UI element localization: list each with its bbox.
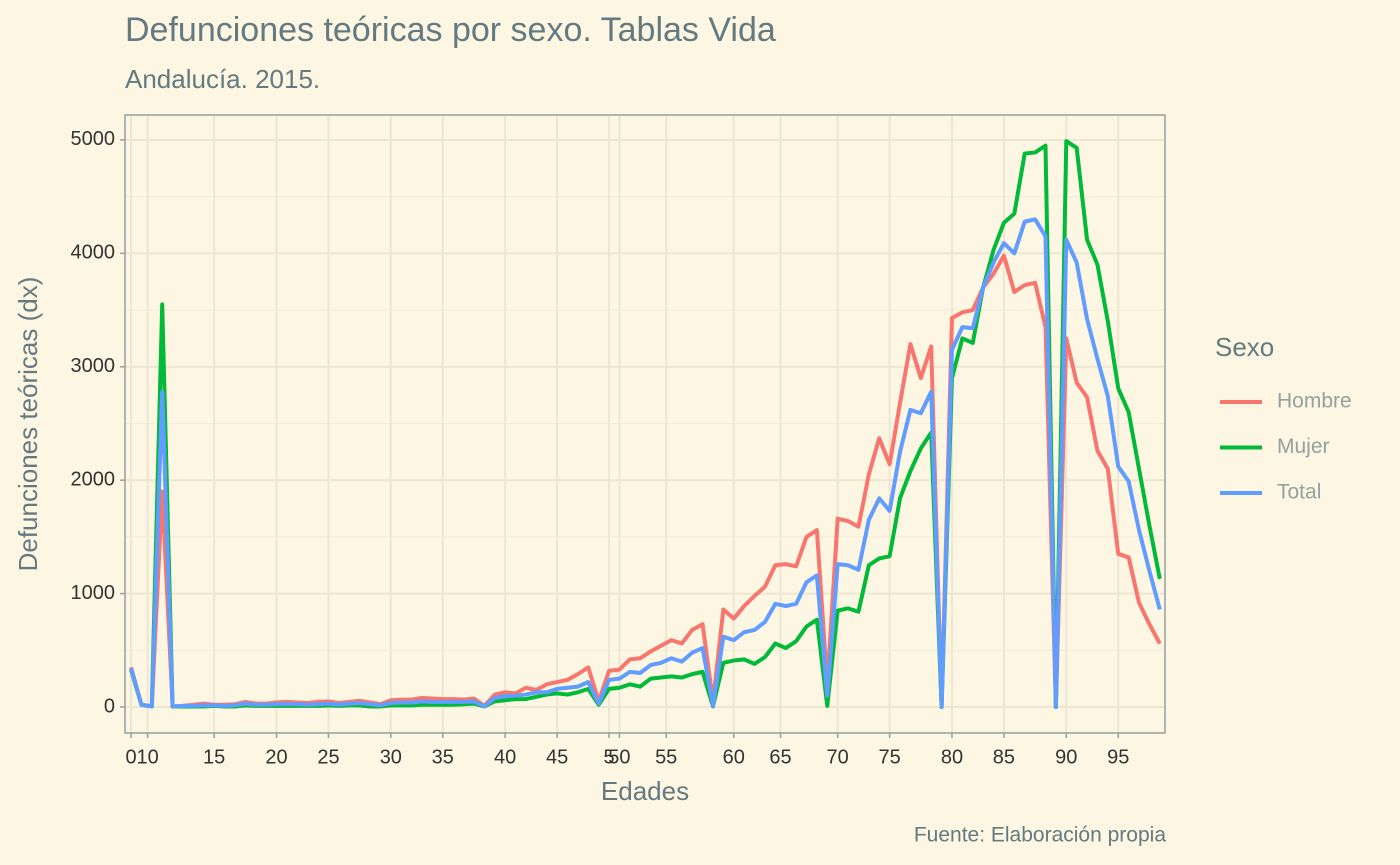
y-tick-label: 4000 [71, 242, 116, 264]
x-tick-label: 0 [125, 746, 136, 768]
x-tick-label: 45 [546, 746, 568, 768]
x-tick-label: 90 [1055, 746, 1077, 768]
x-tick-label: 50 [608, 746, 630, 768]
x-tick-label: 25 [317, 746, 339, 768]
y-axis-label: Defunciones teóricas (dx) [13, 277, 43, 572]
y-tick-label: 5000 [71, 128, 116, 150]
chart-subtitle: Andalucía. 2015. [125, 64, 320, 94]
x-tick-label: 70 [827, 746, 849, 768]
x-tick-label: 5 [603, 746, 614, 768]
panel-border [124, 114, 1166, 734]
x-tick-label: 95 [1107, 746, 1129, 768]
x-tick-label: 40 [494, 746, 516, 768]
legend-label: Mujer [1277, 435, 1330, 458]
x-tick-label: 75 [878, 746, 900, 768]
x-tick-label: 20 [265, 746, 287, 768]
x-tick-label: 55 [655, 746, 677, 768]
legend-title: Sexo [1215, 332, 1274, 362]
y-tick-label: 3000 [71, 355, 116, 377]
y-tick-label: 1000 [71, 582, 116, 604]
legend-label: Hombre [1277, 390, 1352, 413]
x-tick-label: 60 [723, 746, 745, 768]
x-tick-label: 80 [941, 746, 963, 768]
x-tick-label: 30 [380, 746, 402, 768]
x-tick-label: 85 [993, 746, 1015, 768]
x-axis-label: Edades [601, 776, 689, 806]
y-tick-label: 2000 [71, 468, 116, 490]
caption: Fuente: Elaboración propia [914, 824, 1166, 847]
chart-title: Defunciones teóricas por sexo. Tablas Vi… [125, 11, 776, 49]
x-tick-label: 35 [432, 746, 454, 768]
x-tick-label: 15 [203, 746, 225, 768]
x-tick-label: 10 [137, 746, 159, 768]
line-series [129, 217, 1162, 710]
x-tick-label: 65 [769, 746, 791, 768]
y-tick-label: 0 [104, 695, 115, 717]
legend-label: Total [1277, 481, 1321, 504]
